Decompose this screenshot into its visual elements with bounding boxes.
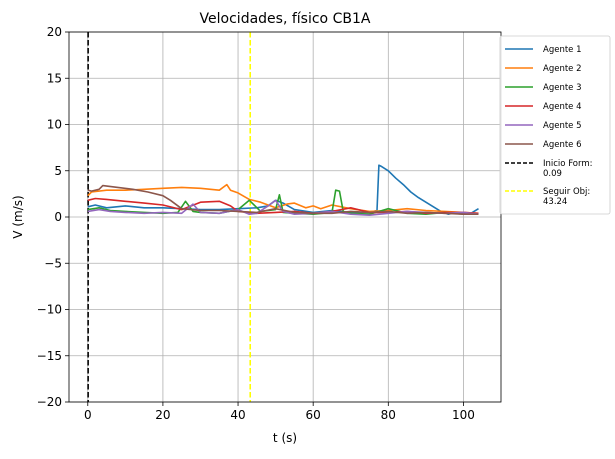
y-tick-label: −10 xyxy=(37,303,62,317)
series-line xyxy=(87,184,479,215)
chart-title: Velocidades, físico CB1A xyxy=(200,11,371,27)
y-tick-label: 15 xyxy=(47,71,62,85)
legend-label: Agente 2 xyxy=(543,64,582,74)
series-lines xyxy=(87,164,479,216)
y-tick-label: −15 xyxy=(37,349,62,363)
legend-label: Agente 4 xyxy=(543,102,582,112)
x-axis-label: t (s) xyxy=(273,431,297,445)
x-tick-label: 80 xyxy=(381,408,396,422)
series-line xyxy=(87,189,479,215)
x-tick-label: 60 xyxy=(306,408,321,422)
x-tick-label: 0 xyxy=(84,408,92,422)
y-tick-label: 5 xyxy=(54,164,62,178)
legend-label: Agente 6 xyxy=(543,140,582,150)
legend-box xyxy=(499,35,611,215)
y-tick-label: −20 xyxy=(37,395,62,409)
legend-label: Agente 1 xyxy=(543,45,582,55)
y-tick-label: −5 xyxy=(44,256,62,270)
legend-label: Inicio Form: 0.09 xyxy=(543,159,592,179)
legend-label: Agente 3 xyxy=(543,83,582,93)
legend-label: Agente 5 xyxy=(543,121,582,131)
y-tick-label: 0 xyxy=(54,210,62,224)
x-tick-label: 100 xyxy=(452,408,475,422)
legend-label: Seguir Obj: 43.24 xyxy=(543,187,590,207)
x-tick-label: 20 xyxy=(155,408,170,422)
y-tick-label: 10 xyxy=(47,118,62,132)
y-axis-label: V (m/s) xyxy=(11,195,25,238)
ticks: 0 20 40 60 80 100 −20 −15 −10 −5 0 5 10 15 20 xyxy=(37,25,475,422)
x-tick-label: 40 xyxy=(230,408,245,422)
reference-lines xyxy=(87,32,252,402)
legend: Agente 1 Agente 2 Agente 3 Agente 4 Agente 5… xyxy=(499,35,611,215)
y-tick-label: 20 xyxy=(47,25,62,39)
